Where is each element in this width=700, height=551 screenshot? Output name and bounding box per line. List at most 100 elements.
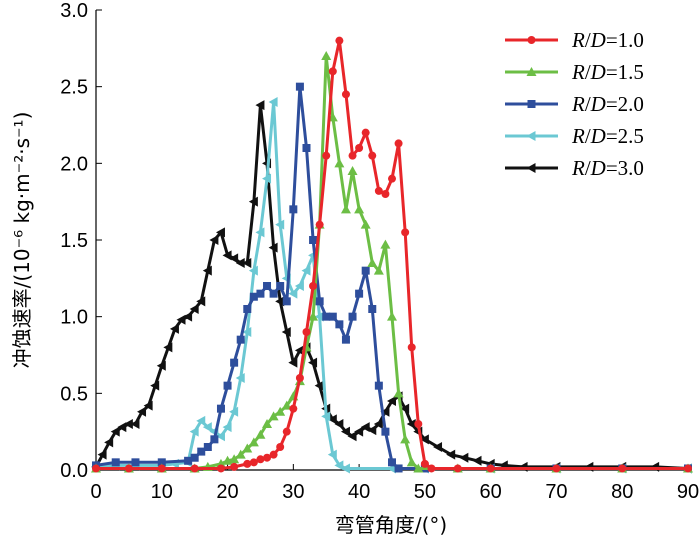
y-tick-label: 1.0 [60, 307, 88, 329]
legend-label-part: R [571, 28, 585, 52]
legend-item: R/D=1.0 [505, 28, 644, 52]
y-axis-title: 冲蚀速率/(10⁻⁶ kg·m⁻²·s⁻¹) [10, 112, 34, 369]
data-point [354, 426, 364, 437]
data-point [302, 144, 311, 152]
data-point [203, 443, 212, 451]
data-point [288, 288, 298, 299]
data-point [150, 380, 160, 391]
data-point [189, 304, 199, 314]
data-point [367, 258, 378, 267]
data-point [248, 265, 258, 276]
plot-area: 0 10 20 30 40 50 60 70 80 90 0.0 0.5 1.0 1.5 2.0 2.5 3.0 [60, 0, 699, 503]
data-point [209, 235, 219, 245]
data-point [368, 151, 377, 160]
legend-label: R/D=3.0 [571, 156, 644, 180]
legend-swatch-marker [526, 163, 536, 173]
data-point [275, 219, 285, 230]
x-tick-label: 50 [414, 481, 436, 503]
data-point [281, 400, 292, 410]
legend: R/D=1.0 R/D=1.5 R/D=2.0 R/D=2.5 R/D=3.0 [505, 28, 644, 180]
data-point [327, 449, 337, 460]
legend-item: R/D=2.0 [505, 92, 644, 116]
data-point [393, 388, 404, 398]
data-point [294, 281, 304, 291]
data-point [433, 442, 443, 452]
data-point [202, 422, 212, 433]
series-2.5 [91, 97, 692, 474]
data-point [242, 258, 252, 268]
data-point [243, 305, 252, 313]
data-point [347, 431, 357, 442]
y-tick-label: 0.0 [60, 460, 88, 482]
data-point [388, 458, 396, 467]
data-point [394, 464, 403, 473]
data-point [413, 463, 424, 473]
x-axis-title: 弯管角度/(°) [335, 513, 447, 537]
data-point [123, 419, 133, 429]
data-point [268, 411, 279, 421]
data-point [309, 282, 318, 290]
data-point [276, 282, 285, 290]
legend-label: R/D=1.0 [571, 28, 644, 52]
data-point [360, 219, 371, 229]
data-point [262, 419, 273, 428]
data-point [321, 51, 332, 60]
data-point [242, 327, 252, 337]
data-point [157, 464, 166, 473]
data-point [420, 459, 429, 468]
data-point [322, 312, 331, 321]
x-tick-label: 60 [480, 481, 502, 503]
data-point [215, 431, 225, 442]
data-point [341, 335, 350, 344]
data-point [327, 414, 337, 425]
data-point [341, 90, 350, 99]
data-point [229, 454, 240, 464]
data-point [229, 406, 239, 417]
legend-item: R/D=1.5 [505, 60, 644, 84]
data-point [308, 311, 319, 321]
data-point [289, 404, 298, 413]
data-point [406, 457, 417, 467]
y-tick-label: 3.0 [60, 0, 88, 22]
data-point [230, 462, 239, 471]
data-point [282, 297, 291, 306]
data-point [269, 289, 278, 298]
data-point [340, 204, 351, 214]
data-point [348, 312, 357, 321]
data-point [242, 443, 253, 453]
data-point [111, 458, 120, 467]
x-tick-label: 80 [611, 481, 633, 503]
legend-item: R/D=2.5 [505, 124, 644, 148]
data-point [236, 335, 245, 344]
data-point [249, 458, 258, 467]
legend-label-part: R [571, 92, 585, 116]
y-tick-label: 1.5 [60, 230, 88, 252]
data-point [315, 220, 324, 229]
data-point [104, 437, 114, 448]
legend-label: R/D=2.5 [571, 124, 644, 148]
x-tick-label: 30 [282, 481, 304, 503]
data-point [301, 265, 311, 276]
data-point [684, 464, 692, 473]
legend-swatch-marker [527, 100, 536, 108]
data-point [394, 139, 403, 148]
data-point [202, 265, 212, 276]
data-point [190, 464, 199, 473]
y-axis-title-text: 冲蚀速率/(10⁻⁶ kg·m⁻²·s⁻¹) [10, 112, 34, 369]
legend-label: R/D=1.5 [571, 60, 644, 84]
data-point [223, 381, 232, 390]
series-line [95, 100, 688, 470]
data-point [347, 166, 358, 175]
data-point [124, 464, 133, 473]
y-tick-label: 2.5 [60, 77, 88, 99]
series-1.0 [92, 36, 692, 473]
data-point [156, 360, 166, 371]
data-point [354, 204, 365, 214]
data-point [321, 411, 331, 422]
data-point [314, 311, 324, 322]
data-point [131, 458, 140, 467]
data-point [388, 174, 396, 183]
data-point [176, 314, 186, 325]
data-point [552, 464, 561, 473]
